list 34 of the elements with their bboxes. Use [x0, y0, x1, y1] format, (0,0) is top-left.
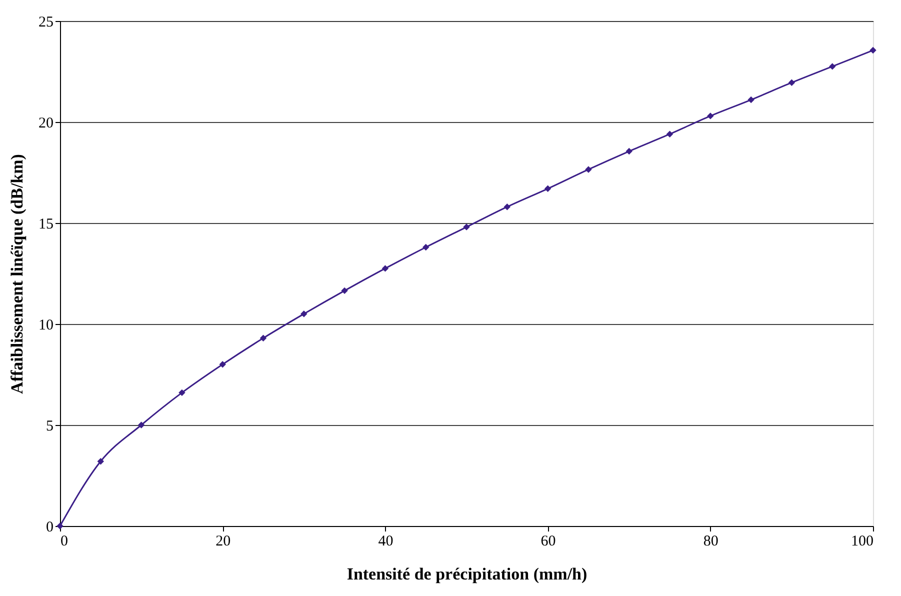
point — [260, 334, 267, 342]
y-tick-label: 20 — [38, 116, 54, 132]
point — [300, 310, 308, 318]
x-tick-label: 80 — [703, 534, 718, 550]
point — [748, 96, 754, 104]
point — [626, 148, 632, 155]
y-tick-label: 15 — [38, 216, 54, 232]
x-tick-label: 100 — [851, 534, 874, 550]
point — [504, 203, 511, 210]
y-tick-label: 0 — [46, 520, 54, 536]
y-axis-title: Affaiblissement linéïque (dB/km) — [8, 154, 26, 394]
point — [219, 361, 226, 368]
x-tick-label: 20 — [216, 534, 231, 550]
point — [828, 63, 836, 70]
point — [666, 130, 674, 138]
point — [138, 422, 145, 428]
point — [870, 46, 876, 54]
x-axis-title: Intensité de précipitation (mm/h) — [346, 564, 588, 584]
point — [463, 224, 470, 230]
x-tick-label: 0 — [60, 534, 68, 550]
point — [544, 185, 552, 192]
point — [422, 244, 430, 251]
point — [585, 166, 592, 173]
point — [178, 389, 186, 396]
y-tick-label: 10 — [38, 318, 54, 334]
x-tick-label: 60 — [540, 534, 556, 550]
y-tick-label: 25 — [38, 14, 54, 30]
x-tick-label: 40 — [378, 534, 394, 550]
point — [97, 458, 104, 465]
point — [341, 287, 348, 294]
point — [788, 79, 796, 86]
point — [382, 265, 389, 272]
point — [707, 112, 714, 120]
y-tick-label: 5 — [46, 418, 54, 434]
